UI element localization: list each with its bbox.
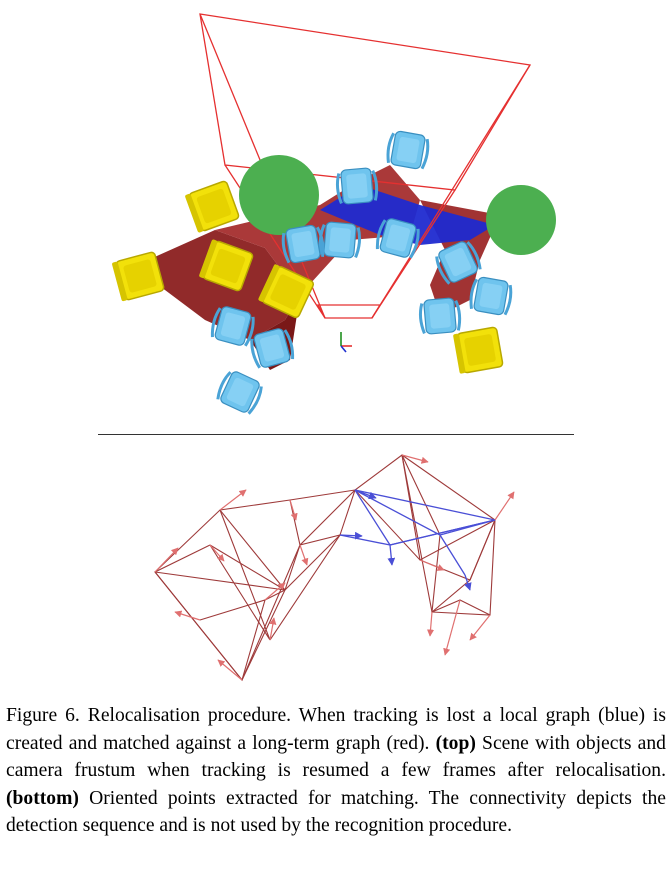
panel-divider <box>98 434 574 435</box>
caption-bottom-tag: (bottom) <box>6 787 79 809</box>
chair-yellow <box>452 326 504 375</box>
local-point-arrows <box>339 489 472 591</box>
chair-yellow <box>110 250 166 303</box>
sphere-object <box>486 185 556 255</box>
figure-caption: Figure 6. Relocalisation procedure. When… <box>6 702 666 840</box>
sphere-object <box>239 155 319 235</box>
oriented-point-arrows <box>154 454 515 681</box>
chair-yellow <box>183 179 241 234</box>
chair-blue <box>213 366 267 418</box>
chair-blue <box>384 128 432 172</box>
caption-text-3: Oriented points extracted for matching. … <box>6 787 666 837</box>
figure-top-scene <box>110 13 556 418</box>
coordinate-axes <box>340 332 352 353</box>
caption-label: Figure 6. <box>6 705 80 726</box>
long-term-graph-edges <box>154 454 496 682</box>
caption-top-tag: (top) <box>435 732 476 754</box>
chair-blue <box>279 222 327 266</box>
figure-bottom-graph <box>154 454 515 682</box>
caption-text-2: Scene with objects and camera frustum wh… <box>6 732 666 782</box>
chair-blue <box>467 274 515 318</box>
caption-text-1: Relocalisation procedure. When tracking … <box>6 705 667 754</box>
